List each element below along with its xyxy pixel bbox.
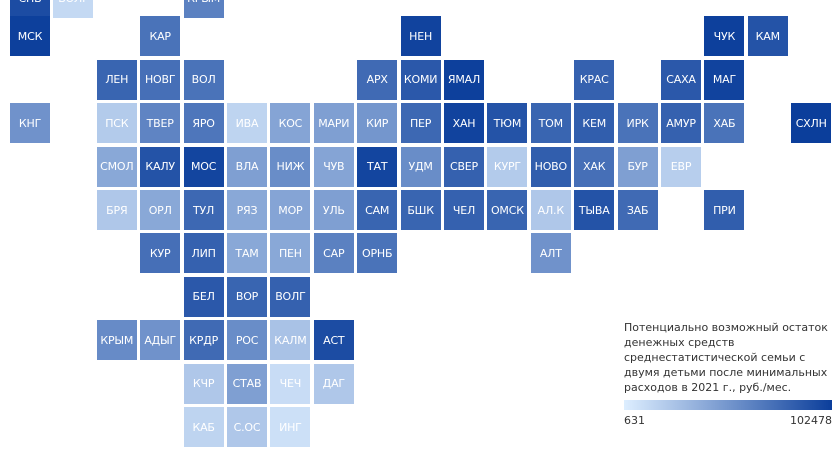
region-tile[interactable]: НОВГ	[140, 59, 181, 100]
region-tile[interactable]: ТАТ	[357, 146, 398, 187]
region-tile[interactable]: ТВЕР	[140, 103, 181, 144]
region-tile[interactable]: ЧУВ	[313, 146, 354, 187]
region-tile[interactable]: РЯЗ	[227, 190, 267, 230]
region-tile[interactable]: ВОЛ	[183, 59, 224, 100]
region-tile[interactable]: АРХ	[357, 59, 398, 100]
region-tile[interactable]: КАМ	[747, 16, 788, 57]
region-tile[interactable]: КРДР	[183, 320, 224, 361]
region-tile[interactable]: АДЫГ	[140, 320, 181, 361]
region-tile[interactable]: С.ОС	[227, 407, 267, 447]
region-tile[interactable]: ЧУК	[704, 16, 745, 57]
region-tile[interactable]: ЧЕЛ	[444, 190, 484, 230]
region-tile[interactable]: КУР	[140, 233, 181, 274]
region-tile[interactable]: САМ	[357, 190, 398, 230]
region-tile[interactable]: ХАК	[574, 146, 615, 187]
region-tile[interactable]: ПЕН	[270, 233, 311, 274]
region-tile[interactable]: ОРНБ	[357, 233, 398, 274]
region-tile[interactable]: БУР	[617, 146, 658, 187]
region-tile[interactable]: МОР	[270, 190, 311, 230]
region-tile[interactable]: БРЯ	[96, 190, 137, 230]
region-tile[interactable]: ЕВР	[661, 146, 701, 187]
region-tile[interactable]: КНГ	[10, 103, 50, 144]
region-tile[interactable]: КРЫМ	[183, 0, 224, 18]
region-tile[interactable]: ХАН	[444, 103, 484, 144]
region-tile[interactable]: УЛЬ	[313, 190, 354, 230]
region-tile[interactable]: АСТ	[313, 320, 354, 361]
region-tile[interactable]: КИР	[357, 103, 398, 144]
legend-ticks: 631 102478	[624, 413, 832, 428]
region-tile[interactable]: КЧР	[183, 363, 224, 404]
region-tile[interactable]: НЕН	[400, 16, 441, 57]
region-tile[interactable]: ТЫВА	[574, 190, 615, 230]
legend-max-label: 102478	[790, 414, 832, 427]
region-tile[interactable]: ДАГ	[313, 363, 354, 404]
region-tile[interactable]: ОРЛ	[140, 190, 181, 230]
region-tile[interactable]: КРАС	[574, 59, 615, 100]
region-tile[interactable]: МОС	[183, 146, 224, 187]
region-tile[interactable]: КАЛМ	[270, 320, 311, 361]
region-tile[interactable]: СВЕР	[444, 146, 484, 187]
region-tile[interactable]: ХАБ	[704, 103, 745, 144]
region-tile[interactable]: ВОЛГ	[53, 0, 94, 18]
region-tile[interactable]: АЛТ	[530, 233, 571, 274]
region-tile[interactable]: СПБ	[10, 0, 50, 18]
region-tile[interactable]: СХЛН	[791, 103, 832, 144]
region-tile[interactable]: ИНГ	[270, 407, 311, 447]
region-tile[interactable]: ТОМ	[530, 103, 571, 144]
region-tile[interactable]: ИВА	[227, 103, 267, 144]
region-tile[interactable]: КУРГ	[487, 146, 528, 187]
region-tile[interactable]: ТАМ	[227, 233, 267, 274]
region-tile[interactable]: СТАВ	[227, 363, 267, 404]
region-tile[interactable]: БЕЛ	[183, 276, 224, 317]
region-tile[interactable]: ВОЛГ	[270, 276, 311, 317]
region-tile[interactable]: ПСК	[96, 103, 137, 144]
region-tile[interactable]: ЛЕН	[96, 59, 137, 100]
region-tile[interactable]: КОС	[270, 103, 311, 144]
region-tile[interactable]: КОМИ	[400, 59, 441, 100]
legend-min-label: 631	[624, 414, 645, 427]
region-tile[interactable]: САХА	[661, 59, 701, 100]
legend-title: Потенциально возможный остаток денежных …	[624, 321, 828, 394]
region-tile[interactable]: РОС	[227, 320, 267, 361]
region-tile[interactable]: ЯМАЛ	[444, 59, 484, 100]
region-tile[interactable]: БШК	[400, 190, 441, 230]
legend: Потенциально возможный остаток денежных …	[624, 320, 832, 428]
region-tile[interactable]: АЛ.К	[530, 190, 571, 230]
region-tile[interactable]: ОМСК	[487, 190, 528, 230]
region-tile[interactable]: КЕМ	[574, 103, 615, 144]
region-tile[interactable]: КАЛУ	[140, 146, 181, 187]
region-tile[interactable]: ЛИП	[183, 233, 224, 274]
region-tile[interactable]: СМОЛ	[96, 146, 137, 187]
region-tile[interactable]: КРЫМ	[96, 320, 137, 361]
region-tile[interactable]: МАРИ	[313, 103, 354, 144]
region-tile[interactable]: ВЛА	[227, 146, 267, 187]
region-tile[interactable]: НИЖ	[270, 146, 311, 187]
region-tile[interactable]: ТЮМ	[487, 103, 528, 144]
region-tile[interactable]: КАР	[140, 16, 181, 57]
region-tile[interactable]: ЯРО	[183, 103, 224, 144]
region-tile[interactable]: ТУЛ	[183, 190, 224, 230]
region-tile[interactable]: ВОР	[227, 276, 267, 317]
legend-gradient-bar	[624, 400, 832, 410]
region-tile[interactable]: НОВО	[530, 146, 571, 187]
region-tile[interactable]: МСК	[10, 16, 50, 57]
region-tile[interactable]: САР	[313, 233, 354, 274]
region-tile[interactable]: ПЕР	[400, 103, 441, 144]
region-tile[interactable]: КАБ	[183, 407, 224, 447]
region-tile[interactable]: МАГ	[704, 59, 745, 100]
region-tile[interactable]: АМУР	[661, 103, 701, 144]
region-tile[interactable]: ИРК	[617, 103, 658, 144]
region-tile[interactable]: ПРИ	[704, 190, 745, 230]
region-tile[interactable]: УДМ	[400, 146, 441, 187]
region-tile[interactable]: ЗАБ	[617, 190, 658, 230]
region-tile[interactable]: ЧЕЧ	[270, 363, 311, 404]
